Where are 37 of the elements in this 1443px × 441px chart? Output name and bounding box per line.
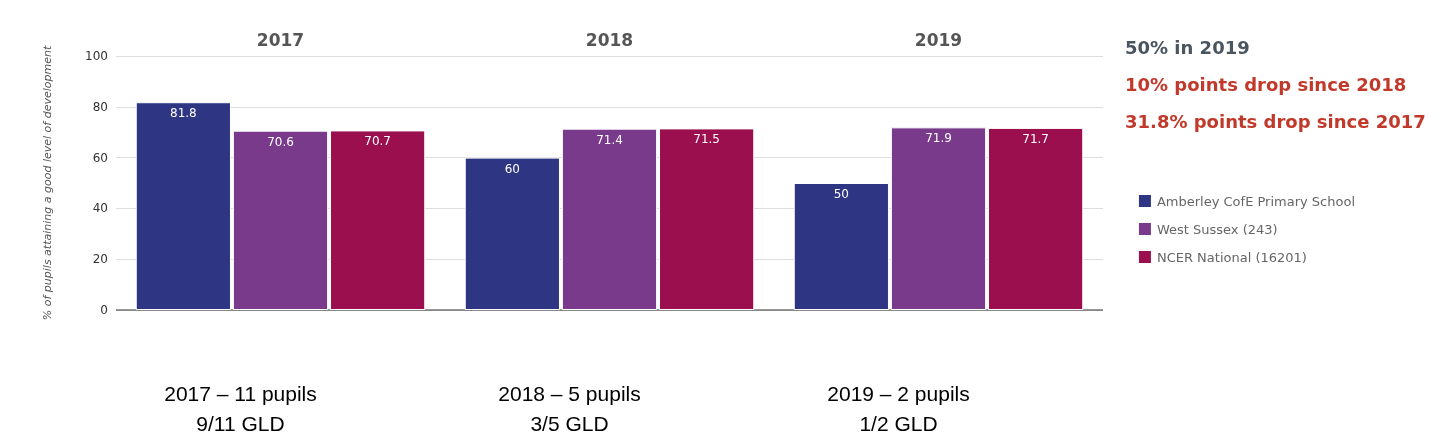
bar [135,102,231,310]
text: 2019 – 2 pupils 1/2 GLD [827,381,970,435]
text: 50% in 2019 [1125,36,1250,58]
legend-label: West Sussex (243) [1156,221,1278,237]
data-label: 81.8 [170,106,197,121]
data-label: 50 [833,187,849,201]
x-tick-label: 2019 [914,29,963,50]
text: 31.8% points drop since 2017 [1125,110,1426,132]
text: 2017 – 11 pupils 9/11 GLD [164,381,317,435]
y-tick-label: 60 [92,150,108,165]
bar [330,130,426,310]
y-axis-title: % of pupils attaining a good level of development [40,45,54,321]
y-tick-label: 100 [85,49,108,63]
bar [464,157,560,310]
data-label: 70.7 [364,134,391,149]
bar [988,127,1084,310]
y-tick-label: 20 [92,252,108,267]
legend-label: NCER National (16201) [1156,249,1307,265]
data-label: 71.4 [596,132,623,147]
y-tick-label: 40 [92,201,108,216]
data-label: 70.6 [267,134,294,149]
x-tick-label: 2018 [585,29,634,50]
bar [659,128,755,310]
data-label: 71.5 [693,132,720,147]
text: 2018 – 5 pupils 3/5 GLD [498,381,641,435]
legend-label: Amberley CofE Primary School [1156,193,1356,209]
data-label: 60 [504,161,520,176]
text: 10% points drop since 2018 [1125,73,1407,95]
data-label: 71.9 [925,131,952,146]
bar [561,128,658,310]
y-tick-label: 80 [92,99,108,114]
data-label: 71.7 [1022,131,1049,146]
bar [890,127,987,310]
bar [232,130,329,310]
y-tick-label: 0 [100,303,108,317]
x-tick-label: 2017 [256,29,305,50]
bar [793,183,889,310]
